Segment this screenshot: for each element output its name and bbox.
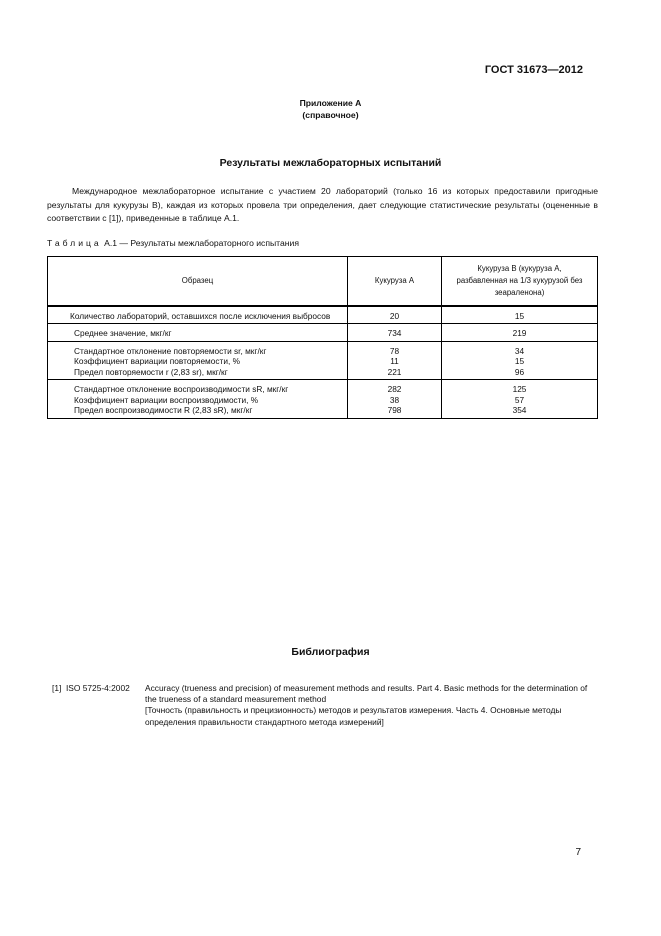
cell-label: Количество лабораторий, оставшихся после… xyxy=(47,305,348,324)
cell-line: 125 xyxy=(512,384,527,394)
header-sample: Образец xyxy=(47,256,348,307)
header-corn-a: Кукуруза А xyxy=(347,256,442,307)
cell-b: 34 15 96 xyxy=(441,341,598,380)
caption-label: Таблица xyxy=(47,238,102,248)
section-title: Результаты межлабораторных испытаний xyxy=(219,157,442,169)
cell-line: 20 xyxy=(389,310,400,321)
table-row: Стандартное отклонение воспроизводимости… xyxy=(47,379,598,418)
cell-label: Стандартное отклонение воспроизводимости… xyxy=(47,379,348,418)
table-row: Стандартное отклонение повторяемости sr,… xyxy=(47,341,598,380)
bib-ref: [1] ISO 5725-4:2002 xyxy=(52,683,130,693)
page-number: 7 xyxy=(575,847,581,858)
table-row: Среднее значение, мкг/кг 734 219 xyxy=(47,323,598,341)
appendix-heading: Приложение А (справочное) xyxy=(0,97,661,121)
cell-line: Стандартное отклонение повторяемости sr,… xyxy=(74,345,267,356)
results-table: Образец Кукуруза А Кукуруза В (кукуруза … xyxy=(47,256,598,419)
cell-line: Количество лабораторий, оставшихся после… xyxy=(70,310,331,321)
cell-a: 20 xyxy=(347,305,442,324)
table-caption: Таблица А.1 — Результаты межлабораторног… xyxy=(47,238,299,248)
header-corn-b: Кукуруза В (кукуруза А, разбавленная на … xyxy=(441,256,598,307)
cell-b: 219 xyxy=(441,323,598,341)
cell-line: 219 xyxy=(512,328,527,338)
cell-a: 734 xyxy=(347,323,442,341)
cell-line: 57 xyxy=(514,394,525,405)
cell-line: 34 xyxy=(514,345,525,356)
cell-line: 78 xyxy=(389,345,400,356)
cell-line: 282 xyxy=(387,384,402,394)
cell-a: 78 11 221 xyxy=(347,341,442,380)
cell-b: 15 xyxy=(441,305,598,324)
appendix-title: Приложение А xyxy=(299,98,362,108)
cell-line: 38 xyxy=(389,394,400,405)
caption-text: А.1 — Результаты межлабораторного испыта… xyxy=(104,238,299,248)
cell-line: 96 xyxy=(514,366,525,377)
appendix-subtitle: (справочное) xyxy=(302,110,359,120)
intro-paragraph: Международное межлабораторное испытание … xyxy=(47,185,598,226)
cell-b: 125 57 354 xyxy=(441,379,598,418)
cell-line: 354 xyxy=(512,405,527,415)
cell-line: Предел воспроизводимости R (2,83 sR), мк… xyxy=(74,405,253,415)
cell-line: 221 xyxy=(387,366,402,377)
cell-line: 15 xyxy=(514,356,525,366)
cell-label: Стандартное отклонение повторяемости sr,… xyxy=(47,341,348,380)
intro-text: Международное межлабораторное испытание … xyxy=(47,186,598,223)
cell-line: Стандартное отклонение воспроизводимости… xyxy=(74,384,289,394)
table-row: Количество лабораторий, оставшихся после… xyxy=(47,305,598,324)
bib-entry: Accuracy (trueness and precision) of mea… xyxy=(145,683,600,728)
cell-line: Среднее значение, мкг/кг xyxy=(74,328,172,338)
cell-line: Коэффициент вариации воспроизводимости, … xyxy=(74,394,259,405)
standard-number: ГОСТ 31673—2012 xyxy=(484,64,583,76)
bib-translation: [Точность (правильность и прецизионность… xyxy=(145,705,562,727)
cell-label: Среднее значение, мкг/кг xyxy=(47,323,348,341)
bibliography-title: Библиография xyxy=(291,646,370,658)
cell-line: 734 xyxy=(387,328,402,338)
cell-line: Коэффициент вариации повторяемости, % xyxy=(74,356,240,366)
cell-line: 15 xyxy=(514,310,525,321)
cell-a: 282 38 798 xyxy=(347,379,442,418)
bib-text: Accuracy (trueness and precision) of mea… xyxy=(145,683,588,705)
cell-line: 798 xyxy=(387,405,402,415)
cell-line: Предел повторяемости r (2,83 sr), мкг/кг xyxy=(74,366,228,377)
cell-line: 11 xyxy=(390,356,399,366)
